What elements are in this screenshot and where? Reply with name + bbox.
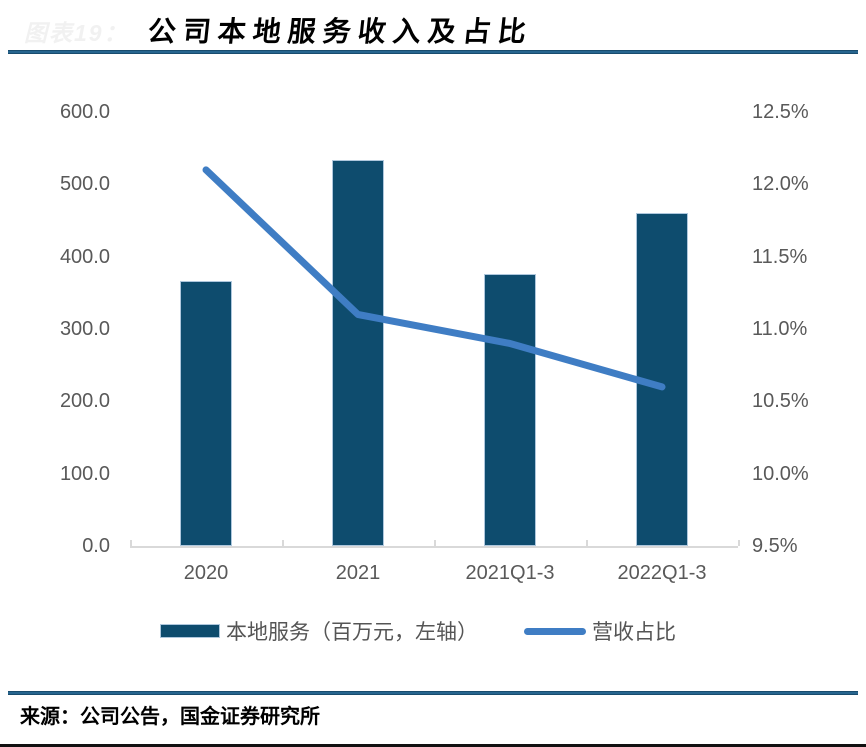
right-axis-tick-label: 10.5% <box>752 390 809 413</box>
x-axis-tick <box>434 540 436 546</box>
right-axis-tick-label: 11.0% <box>752 318 808 340</box>
left-axis-tick-label: 500.0 <box>59 173 110 196</box>
footer-divider-line <box>8 691 858 695</box>
revenue-share-line <box>202 166 666 391</box>
x-axis-tick <box>738 540 740 546</box>
category-label-2021: 2021 <box>335 562 381 584</box>
category-label-2020: 2020 <box>183 562 229 584</box>
bar-2021Q1-3 <box>484 274 536 546</box>
left-axis-tick-label: 400.0 <box>59 245 110 268</box>
bar-2022Q1-3 <box>636 213 688 546</box>
category-label-2021Q1-3: 2021Q1-3 <box>465 562 555 584</box>
x-axis-tick <box>130 540 132 546</box>
right-axis-tick-label: 12.5% <box>752 101 809 123</box>
x-axis-tick <box>282 540 284 546</box>
line-series-swatch <box>524 627 586 635</box>
right-axis-tick-label: 10.0% <box>752 462 809 485</box>
left-axis-tick-label: 600.0 <box>59 101 110 123</box>
bar-2020 <box>180 281 232 546</box>
legend-item-line: 营收占比 <box>524 616 676 646</box>
bar-series-label: 本地服务（百万元，左轴） <box>226 621 478 644</box>
bar-series-swatch <box>160 624 220 638</box>
left-axis-tick-label: 300.0 <box>59 318 110 340</box>
line-series-label: 营收占比 <box>592 621 676 644</box>
category-label-2022Q1-3: 2022Q1-3 <box>617 562 707 584</box>
right-axis-tick-label: 12.0% <box>752 173 809 196</box>
legend-item-bar: 本地服务（百万元，左轴） <box>160 616 478 646</box>
page-bottom-rule <box>0 744 866 747</box>
figure-number-watermark: 图表19： <box>24 20 129 46</box>
title-divider-line <box>8 50 858 54</box>
chart-title: 公司本地服务收入及占比 <box>146 17 535 48</box>
left-axis-tick-label: 200.0 <box>59 390 110 413</box>
right-axis-tick-label: 9.5% <box>752 535 798 557</box>
bar-2021 <box>332 160 384 546</box>
x-axis-line <box>130 546 738 548</box>
left-axis-tick-label: 100.0 <box>59 462 110 485</box>
legend: 本地服务（百万元，左轴） 营收占比 <box>160 616 676 646</box>
left-axis-tick-label: 0.0 <box>82 535 110 557</box>
source-note: 来源：公司公告，国金证券研究所 <box>20 706 320 728</box>
right-axis-tick-label: 11.5% <box>752 245 808 268</box>
x-axis-tick <box>586 540 588 546</box>
